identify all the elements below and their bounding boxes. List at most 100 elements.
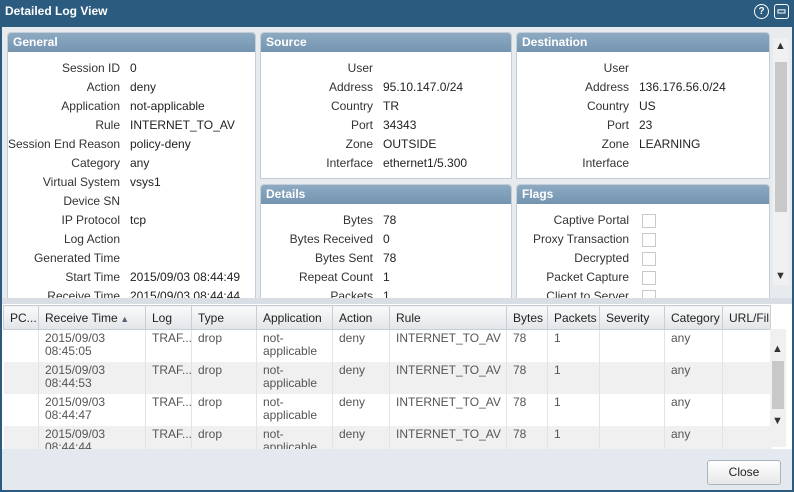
cell: 78 bbox=[506, 362, 548, 394]
dialog-title: Detailed Log View bbox=[5, 4, 108, 18]
field-label: Category bbox=[71, 156, 120, 170]
log-table-area: PC... Receive Time ▲ Log Type Application Act… bbox=[2, 304, 792, 458]
log-table: PC... Receive Time ▲ Log Type Application Act… bbox=[3, 305, 771, 458]
field-label: Bytes bbox=[342, 213, 373, 227]
flag-checkbox bbox=[642, 290, 656, 298]
field-label: Zone bbox=[345, 137, 373, 151]
panel-scrollbar[interactable]: ▲ ▼ bbox=[773, 38, 789, 285]
field-value: 2015/09/03 08:44:44 bbox=[130, 289, 241, 298]
cell: deny bbox=[332, 329, 390, 362]
cell: INTERNET_TO_AV bbox=[389, 394, 507, 426]
column-header[interactable]: Type bbox=[191, 305, 257, 330]
cell: deny bbox=[332, 394, 390, 426]
field-value: vsys1 bbox=[130, 175, 161, 189]
field-value: deny bbox=[130, 80, 157, 94]
column-header[interactable]: Action bbox=[332, 305, 390, 330]
cell: TRAF... bbox=[145, 329, 192, 362]
close-button[interactable]: Close bbox=[707, 460, 781, 485]
log-row[interactable]: 2015/09/03 08:45:05 TRAF... drop not-applic… bbox=[3, 329, 771, 362]
column-header[interactable]: Category bbox=[664, 305, 723, 330]
scroll-thumb[interactable] bbox=[772, 361, 784, 409]
field-value: tcp bbox=[130, 213, 147, 227]
field-value: 78 bbox=[383, 213, 397, 227]
cell: TRAF... bbox=[145, 362, 192, 394]
panel: Details Bytes 78 Bytes Received 0 Bytes Sent 7… bbox=[260, 184, 512, 298]
panel: Source User Address 95.10.147.0/24 Country TR… bbox=[260, 32, 512, 179]
flag-checkbox bbox=[642, 271, 656, 285]
flag-checkbox bbox=[642, 214, 656, 228]
cell: INTERNET_TO_AV bbox=[389, 329, 507, 362]
flag-checkbox bbox=[642, 233, 656, 247]
field-label: Rule bbox=[95, 118, 120, 132]
cell bbox=[3, 329, 39, 362]
scroll-up[interactable]: ▲ bbox=[775, 40, 786, 52]
log-row[interactable]: 2015/09/03 08:44:53 TRAF... drop not-applic… bbox=[3, 362, 771, 394]
cell: any bbox=[664, 329, 723, 362]
log-row[interactable]: 2015/09/03 08:44:47 TRAF... drop not-applic… bbox=[3, 394, 771, 426]
panel-title: Destination bbox=[517, 33, 769, 52]
column-header[interactable]: Rule bbox=[389, 305, 507, 330]
field-value: US bbox=[639, 99, 656, 113]
field-value: not-applicable bbox=[130, 99, 205, 113]
scroll-thumb[interactable] bbox=[775, 62, 787, 212]
field-label: Start Time bbox=[65, 270, 120, 284]
field-label: Port bbox=[350, 118, 373, 132]
header-row: PC... Receive Time ▲ Log Type Application Act… bbox=[3, 305, 771, 330]
column-header[interactable]: Receive Time ▲ bbox=[38, 305, 146, 330]
maximize-icon[interactable]: ▭ bbox=[774, 4, 789, 19]
splitter[interactable] bbox=[2, 298, 792, 304]
cell: any bbox=[664, 394, 723, 426]
field-value: TR bbox=[383, 99, 399, 113]
column-header[interactable]: Bytes bbox=[506, 305, 548, 330]
cell: drop bbox=[191, 329, 257, 362]
cell: not-applicable bbox=[256, 329, 333, 362]
field-value: LEARNING bbox=[639, 137, 701, 151]
panel: Destination User Address 136.176.56.0/24 Cou… bbox=[516, 32, 770, 179]
field-value: 0 bbox=[383, 232, 390, 246]
scroll-down[interactable]: ▼ bbox=[775, 270, 786, 282]
field-value: OUTSIDE bbox=[383, 137, 437, 151]
field-label: User bbox=[347, 61, 373, 75]
cell: 78 bbox=[506, 394, 548, 426]
panel: General Session ID 0 Action deny Application n… bbox=[7, 32, 256, 298]
field-label: Bytes Sent bbox=[314, 251, 373, 265]
cell: 1 bbox=[547, 329, 600, 362]
scroll-up[interactable]: ▲ bbox=[772, 343, 783, 355]
cell bbox=[722, 362, 771, 394]
cell: not-applicable bbox=[256, 394, 333, 426]
column-header[interactable]: Packets bbox=[547, 305, 600, 330]
cell bbox=[722, 394, 771, 426]
panel-title: Details bbox=[261, 185, 511, 204]
field-label: Device SN bbox=[63, 194, 120, 208]
cell bbox=[599, 394, 665, 426]
panels-area: ▲ ▼ General Session ID 0 Action deny Applicat… bbox=[2, 27, 792, 298]
flag-label: Decrypted bbox=[574, 251, 629, 265]
flag-label: Client to Server bbox=[546, 289, 629, 298]
table-scrollbar[interactable]: ▲ ▼ bbox=[770, 329, 786, 447]
scroll-down[interactable]: ▼ bbox=[772, 415, 783, 427]
column-header[interactable]: URL/Fil... bbox=[722, 305, 771, 330]
field-label: Address bbox=[328, 80, 373, 94]
cell bbox=[599, 329, 665, 362]
field-label: Virtual System bbox=[42, 175, 120, 189]
cell bbox=[3, 362, 39, 394]
field-label: Log Action bbox=[63, 232, 120, 246]
help-icon[interactable]: ? bbox=[754, 4, 769, 19]
cell bbox=[599, 362, 665, 394]
field-label: Repeat Count bbox=[298, 270, 373, 284]
field-label: Application bbox=[61, 99, 120, 113]
field-label: Interface bbox=[582, 156, 629, 170]
column-header[interactable]: Severity bbox=[599, 305, 665, 330]
field-value: 2015/09/03 08:44:49 bbox=[130, 270, 241, 284]
column-header[interactable]: PC... bbox=[3, 305, 39, 330]
column-header[interactable]: Application bbox=[256, 305, 333, 330]
field-value: ethernet1/5.300 bbox=[383, 156, 468, 170]
footer: Close bbox=[2, 449, 792, 490]
cell: 1 bbox=[547, 394, 600, 426]
panel-title: Source bbox=[261, 33, 511, 52]
column-header[interactable]: Log bbox=[145, 305, 192, 330]
cell: drop bbox=[191, 394, 257, 426]
cell: 78 bbox=[506, 329, 548, 362]
cell: 2015/09/03 08:45:05 bbox=[38, 329, 146, 362]
